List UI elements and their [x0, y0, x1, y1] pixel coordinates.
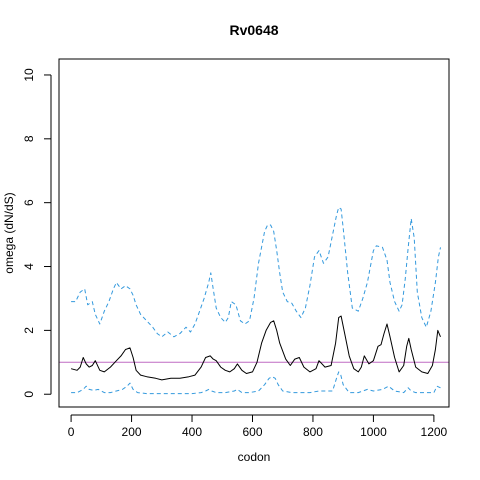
plot-area	[59, 207, 449, 395]
y-axis-label: omega (dN/dS)	[2, 192, 16, 273]
plot-frame	[58, 58, 450, 408]
x-tick-label: 200	[122, 425, 142, 439]
chart-title: Rv0648	[229, 22, 278, 38]
x-tick-label: 0	[68, 425, 75, 439]
y-tick-label: 10	[22, 68, 36, 82]
x-tick-label: 600	[242, 425, 262, 439]
y-axis: 0 2 4 6 8 10	[22, 68, 52, 398]
x-tick-label: 1200	[421, 425, 448, 439]
y-tick-label: 6	[22, 199, 36, 206]
y-tick-label: 8	[22, 135, 36, 142]
x-axis-label: codon	[238, 450, 271, 464]
x-axis: 0 200 400 600 800 1000 1200	[68, 414, 448, 439]
lower-bound-line	[71, 371, 441, 395]
y-tick-label: 2	[22, 327, 36, 334]
x-tick-label: 1000	[360, 425, 387, 439]
y-tick-label: 4	[22, 263, 36, 270]
median-line	[70, 315, 441, 381]
x-tick-label: 400	[182, 425, 202, 439]
y-tick-label: 0	[22, 391, 36, 398]
upper-bound-line	[71, 207, 441, 338]
x-tick-label: 800	[303, 425, 323, 439]
